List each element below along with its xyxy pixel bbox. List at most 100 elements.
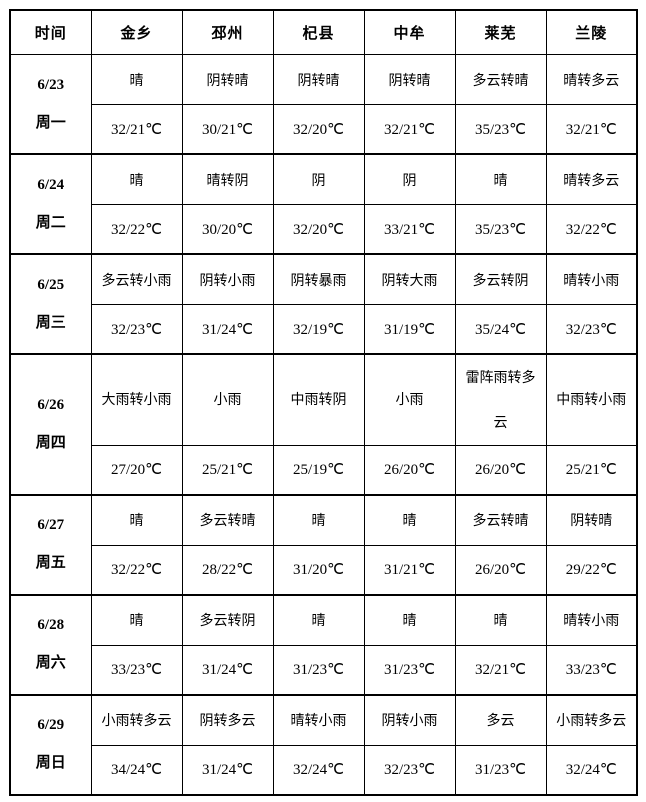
weather-text: 阴转晴: [297, 71, 340, 88]
column-header-city: 邳州: [181, 9, 274, 55]
weather-text: 阴转小雨: [199, 271, 256, 288]
weather-text: 晴转阴: [206, 171, 249, 188]
weather-text: 晴: [129, 171, 144, 188]
weather-text: 晴转小雨: [290, 712, 347, 729]
column-header-time: 时间: [9, 9, 92, 55]
weather-text: 阴转暴雨: [290, 271, 347, 288]
weather-cell: 阴转小雨: [363, 693, 456, 746]
date-label: 6/26: [37, 396, 65, 413]
weather-text: 雷阵雨转多云: [465, 369, 536, 430]
date-cell: 6/25 周三: [9, 253, 92, 355]
weather-text: 晴: [311, 612, 326, 629]
weather-text: 小雨转多云: [101, 712, 172, 729]
weather-text: 多云: [486, 712, 515, 729]
weather-text: 晴转小雨: [563, 271, 620, 288]
weather-text: 阴转晴: [206, 71, 249, 88]
temperature-cell: 25/21℃: [545, 444, 638, 496]
weather-text: 晴转多云: [563, 171, 620, 188]
temperature-cell: 32/21℃: [363, 104, 456, 155]
weather-cell: 雷阵雨转多云: [454, 352, 547, 446]
temperature-cell: 31/23℃: [272, 644, 365, 696]
date-cell: 6/26 周四: [9, 353, 92, 496]
weather-cell: 中雨转阴: [272, 352, 365, 446]
weather-text: 阴转小雨: [381, 712, 438, 729]
temperature-cell: 31/23℃: [454, 744, 547, 796]
weather-cell: 晴转小雨: [545, 253, 638, 305]
weather-text: 阴转多云: [199, 712, 256, 729]
weather-cell: 晴转小雨: [272, 693, 365, 746]
weather-cell: 阴转晴: [181, 54, 274, 105]
temperature-cell: 32/23℃: [363, 744, 456, 796]
weather-cell: 小雨转多云: [90, 693, 183, 746]
weather-cell: 小雨: [181, 352, 274, 446]
temperature-cell: 31/20℃: [272, 544, 365, 596]
weather-cell: 多云转阴: [181, 593, 274, 646]
weather-text: 晴: [402, 512, 417, 529]
weather-cell: 晴: [363, 593, 456, 646]
temperature-cell: 31/24℃: [181, 644, 274, 696]
weather-cell: 晴转小雨: [545, 593, 638, 646]
date-label: 6/27: [37, 517, 65, 534]
weather-cell: 阴转晴: [545, 493, 638, 546]
weather-text: 晴: [129, 612, 144, 629]
date-cell: 6/29 周日: [9, 693, 92, 796]
weather-text: 阴转大雨: [381, 271, 438, 288]
weather-cell: 晴转多云: [545, 54, 638, 105]
temperature-cell: 32/21℃: [90, 104, 183, 155]
temperature-cell: 32/23℃: [90, 304, 183, 355]
date-label: 6/28: [37, 617, 65, 634]
weather-cell: 晴: [90, 54, 183, 105]
temperature-cell: 25/19℃: [272, 444, 365, 496]
temperature-cell: 32/24℃: [272, 744, 365, 796]
weather-text: 多云转小雨: [101, 271, 172, 288]
weekday-label: 周一: [35, 114, 66, 131]
temperature-row: 33/23℃ 31/24℃ 31/23℃ 31/23℃ 32/21℃ 33/23℃: [10, 644, 638, 696]
column-header-city: 莱芜: [454, 9, 547, 55]
weather-cell: 阴转大雨: [363, 253, 456, 305]
temperature-cell: 25/21℃: [181, 444, 274, 496]
temperature-cell: 26/20℃: [363, 444, 456, 496]
temperature-row: 32/21℃ 30/21℃ 32/20℃ 32/21℃ 35/23℃ 32/21℃: [10, 104, 638, 155]
temperature-cell: 32/20℃: [272, 104, 365, 155]
weather-cell: 多云转晴: [454, 493, 547, 546]
weather-cell: 阴转晴: [363, 54, 456, 105]
temperature-cell: 32/22℃: [90, 544, 183, 596]
temperature-cell: 33/23℃: [90, 644, 183, 696]
column-header-city: 金乡: [90, 9, 183, 55]
temperature-cell: 31/24℃: [181, 304, 274, 355]
temperature-cell: 31/24℃: [181, 744, 274, 796]
date-cell: 6/24 周二: [9, 153, 92, 255]
weather-cell: 多云转阴: [454, 253, 547, 305]
weather-cell: 晴转多云: [545, 153, 638, 205]
temperature-cell: 29/22℃: [545, 544, 638, 596]
weather-cell: 中雨转小雨: [545, 352, 638, 446]
weather-cell: 晴: [90, 593, 183, 646]
weather-row: 6/29 周日 小雨转多云 阴转多云 晴转小雨 阴转小雨 多云 小雨转多云: [9, 693, 638, 796]
header-row: 时间 金乡 邳州 杞县 中牟 莱芜 兰陵: [9, 9, 638, 55]
date-cell: 6/23 周一: [9, 54, 92, 155]
date-label: 6/29: [37, 717, 65, 734]
weather-text: 晴: [493, 171, 508, 188]
weather-text: 晴转多云: [563, 71, 620, 88]
date-label: 6/24: [37, 176, 65, 193]
weather-text: 晴: [129, 512, 144, 529]
temperature-cell: 26/20℃: [454, 444, 547, 496]
weather-cell: 阴转小雨: [181, 253, 274, 305]
temperature-cell: 35/23℃: [454, 104, 547, 155]
column-header-city: 兰陵: [545, 9, 638, 55]
weather-text: 晴转小雨: [563, 612, 620, 629]
weather-row: 6/28 周六 晴 多云转阴 晴 晴 晴 晴转小雨: [9, 593, 638, 696]
weather-cell: 晴: [90, 493, 183, 546]
weather-cell: 晴: [454, 593, 547, 646]
weather-cell: 晴转阴: [181, 153, 274, 205]
weather-cell: 阴: [272, 153, 365, 205]
weekday-label: 周日: [35, 755, 66, 772]
weather-cell: 多云转晴: [454, 54, 547, 105]
weekday-label: 周五: [35, 555, 66, 572]
weather-text: 晴: [493, 612, 508, 629]
weekday-label: 周三: [35, 314, 66, 331]
temperature-row: 32/23℃ 31/24℃ 32/19℃ 31/19℃ 35/24℃ 32/23℃: [10, 304, 638, 355]
temperature-row: 27/20℃ 25/21℃ 25/19℃ 26/20℃ 26/20℃ 25/21℃: [10, 444, 638, 496]
weather-text: 多云转阴: [472, 271, 529, 288]
